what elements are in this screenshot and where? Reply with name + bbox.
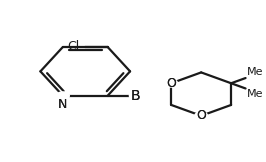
- Circle shape: [194, 111, 208, 120]
- Circle shape: [56, 91, 70, 100]
- Text: Cl: Cl: [67, 40, 80, 53]
- Text: N: N: [58, 98, 68, 111]
- Circle shape: [129, 91, 143, 100]
- Text: B: B: [131, 89, 141, 103]
- Text: O: O: [166, 77, 176, 90]
- Text: O: O: [196, 109, 206, 122]
- Circle shape: [164, 79, 178, 88]
- Text: B: B: [131, 89, 141, 103]
- Text: N: N: [58, 98, 68, 111]
- Text: O: O: [166, 77, 176, 90]
- Text: Me: Me: [247, 67, 263, 77]
- Text: O: O: [196, 109, 206, 122]
- Text: Me: Me: [247, 89, 263, 99]
